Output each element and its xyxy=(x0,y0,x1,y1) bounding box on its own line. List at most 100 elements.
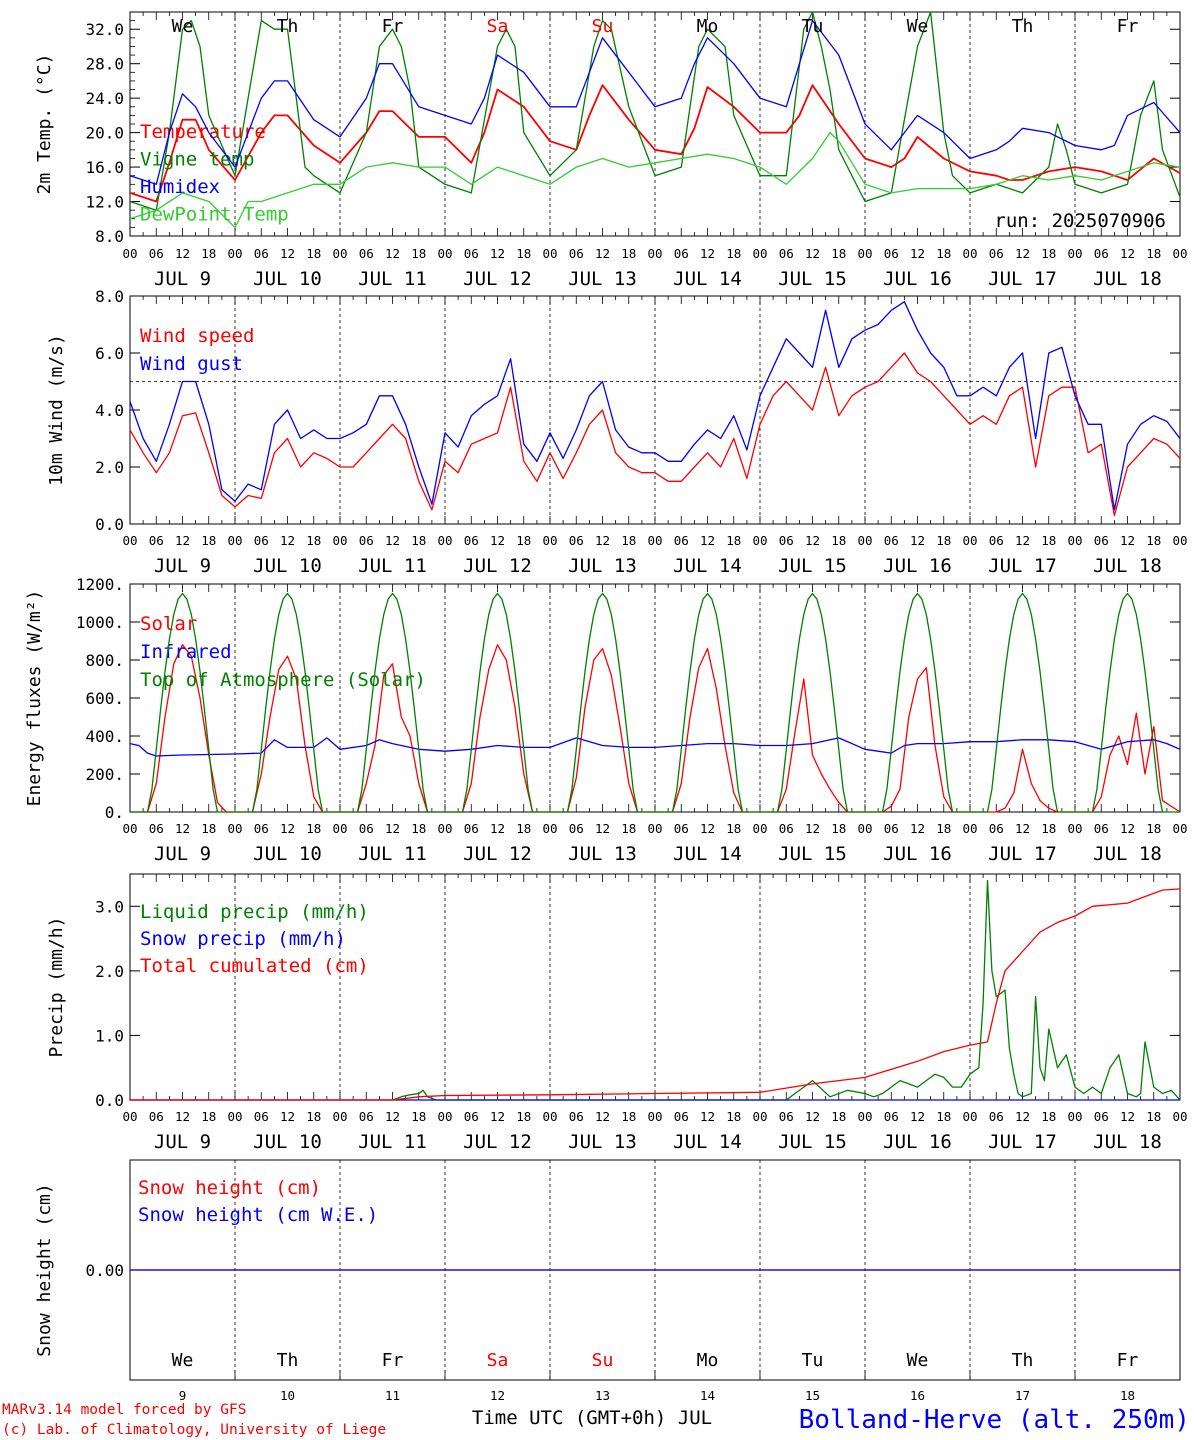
legend-entry: Total cumulated (cm) xyxy=(140,955,369,977)
hour-tick-label: 06 xyxy=(569,533,584,548)
date-label: JUL 9 xyxy=(154,268,211,290)
weekday-label: We xyxy=(172,16,194,37)
legend-entry: Infrared xyxy=(140,641,232,663)
date-label: JUL 9 xyxy=(154,555,211,577)
hour-tick-label: 18 xyxy=(936,533,951,548)
hour-tick-label: 06 xyxy=(464,533,479,548)
y-tick-label: 2.0 xyxy=(95,458,124,477)
hour-tick-label: 00 xyxy=(1172,533,1187,548)
hour-tick-label: 18 xyxy=(621,533,636,548)
date-label: JUL 16 xyxy=(883,555,952,577)
hour-tick-label: 18 xyxy=(1041,1109,1056,1124)
hour-tick-label: 06 xyxy=(254,821,269,836)
hour-tick-label: 00 xyxy=(227,821,242,836)
date-label: JUL 16 xyxy=(883,268,952,290)
hour-tick-label: 12 xyxy=(490,1109,505,1124)
date-label: JUL 11 xyxy=(358,268,427,290)
footer-lab-text: (c) Lab. of Climatology, University of L… xyxy=(2,1422,386,1438)
weekday-label: Th xyxy=(1012,16,1034,37)
hour-tick-label: 06 xyxy=(464,1109,479,1124)
hour-tick-label: 18 xyxy=(726,821,741,836)
legend-entry: Wind gust xyxy=(140,353,243,375)
hour-tick-label: 18 xyxy=(936,1109,951,1124)
hour-tick-label: 00 xyxy=(752,1109,767,1124)
weekday-label: Fr xyxy=(1117,1350,1139,1371)
hour-tick-label: 12 xyxy=(700,533,715,548)
date-label: JUL 14 xyxy=(673,268,742,290)
hour-tick-label: 12 xyxy=(910,533,925,548)
hour-tick-label: 12 xyxy=(175,1109,190,1124)
hour-tick-label: 18 xyxy=(201,246,216,261)
weekday-label: Th xyxy=(277,16,299,37)
hour-tick-label: 00 xyxy=(332,533,347,548)
hour-tick-label: 00 xyxy=(437,533,452,548)
hour-tick-label: 00 xyxy=(647,246,662,261)
legend-entry: Temperature xyxy=(140,121,266,143)
date-label: JUL 10 xyxy=(253,268,322,290)
hour-tick-label: 12 xyxy=(280,533,295,548)
date-label: JUL 17 xyxy=(988,1131,1057,1153)
series-line-liquid-precip-mm-h xyxy=(130,879,1181,1101)
hour-tick-label: 06 xyxy=(359,821,374,836)
date-label: JUL 11 xyxy=(358,843,427,865)
hour-tick-label: 18 xyxy=(306,821,321,836)
y-tick-label: 1000. xyxy=(76,613,124,632)
day-number-label: 17 xyxy=(1015,1388,1030,1403)
hour-tick-label: 12 xyxy=(910,821,925,836)
panel-temperature: 8.0 12.0 16.0 20.0 24.0 28.0 32.0 2m Temp. (°C)… xyxy=(34,11,1188,290)
weekday-label: Th xyxy=(1012,1350,1034,1371)
weekday-label: Mo xyxy=(697,16,719,37)
hour-tick-label: 12 xyxy=(1120,533,1135,548)
hour-tick-label: 06 xyxy=(359,533,374,548)
hour-tick-label: 18 xyxy=(1041,821,1056,836)
y-axis-label: Energy fluxes (W/m²) xyxy=(24,590,45,807)
hour-tick-label: 06 xyxy=(989,533,1004,548)
day-number-label: 14 xyxy=(700,1388,715,1403)
legend-entry: Humidex xyxy=(140,176,220,198)
hour-tick-label: 12 xyxy=(490,821,505,836)
hour-tick-label: 12 xyxy=(385,533,400,548)
y-tick-label: 0. xyxy=(105,803,124,822)
hour-tick-label: 18 xyxy=(831,821,846,836)
y-axis-label: 10m Wind (m/s) xyxy=(46,334,67,486)
hour-tick-label: 06 xyxy=(989,821,1004,836)
hour-tick-label: 00 xyxy=(122,246,137,261)
date-label: JUL 12 xyxy=(463,555,532,577)
hour-tick-label: 12 xyxy=(805,533,820,548)
hour-tick-label: 18 xyxy=(411,1109,426,1124)
hour-tick-label: 18 xyxy=(1146,821,1161,836)
y-tick-label: 0.0 xyxy=(95,515,124,534)
date-label: JUL 10 xyxy=(253,1131,322,1153)
hour-tick-label: 18 xyxy=(936,821,951,836)
date-label: JUL 14 xyxy=(673,555,742,577)
hour-tick-label: 18 xyxy=(306,1109,321,1124)
hour-tick-label: 00 xyxy=(962,533,977,548)
hour-tick-label: 18 xyxy=(831,1109,846,1124)
hour-tick-label: 06 xyxy=(1094,246,1109,261)
hour-tick-label: 00 xyxy=(752,246,767,261)
hour-tick-label: 00 xyxy=(1172,1109,1187,1124)
hour-tick-label: 12 xyxy=(595,1109,610,1124)
hour-tick-label: 00 xyxy=(332,821,347,836)
legend-entry: Top of Atmosphere (Solar) xyxy=(140,669,426,691)
hour-tick-label: 18 xyxy=(621,1109,636,1124)
hour-tick-label: 12 xyxy=(490,246,505,261)
series-line-vigne-temp xyxy=(129,11,1181,211)
hour-tick-label: 00 xyxy=(857,533,872,548)
hour-tick-label: 06 xyxy=(674,1109,689,1124)
hour-tick-label: 12 xyxy=(595,821,610,836)
hour-tick-label: 00 xyxy=(122,1109,137,1124)
hour-tick-label: 12 xyxy=(1120,1109,1135,1124)
hour-tick-label: 12 xyxy=(595,533,610,548)
hour-tick-label: 12 xyxy=(700,1109,715,1124)
date-label: JUL 15 xyxy=(778,1131,847,1153)
hour-tick-label: 06 xyxy=(464,246,479,261)
date-label: JUL 14 xyxy=(673,843,742,865)
hour-tick-label: 18 xyxy=(831,533,846,548)
hour-tick-label: 06 xyxy=(569,246,584,261)
hour-tick-label: 18 xyxy=(516,246,531,261)
date-label: JUL 11 xyxy=(358,555,427,577)
legend-entry: Snow height (cm W.E.) xyxy=(138,1204,378,1226)
hour-tick-label: 12 xyxy=(175,246,190,261)
legend-entry: Snow height (cm) xyxy=(138,1177,321,1199)
